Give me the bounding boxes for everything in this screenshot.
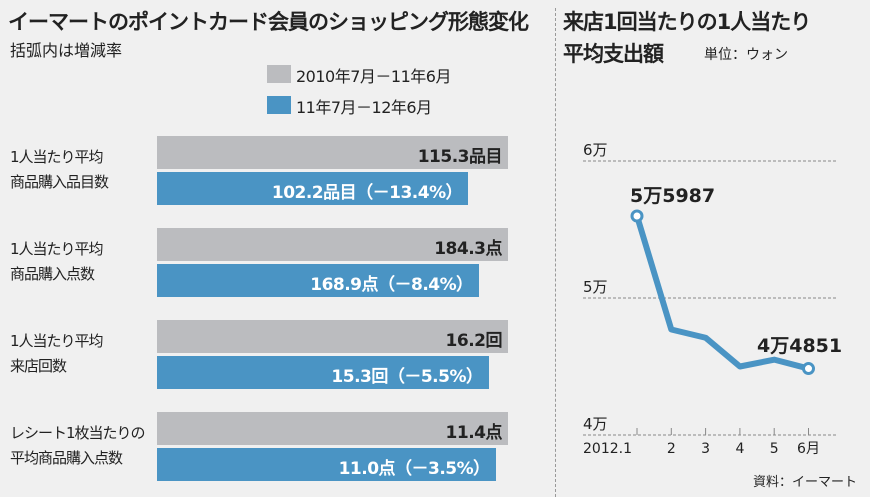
bar-2010-2011: 184.3点 xyxy=(157,228,508,261)
unit-label: 単位：ウォン xyxy=(704,47,788,63)
bar-value-label: 184.3点 xyxy=(434,239,502,259)
divider xyxy=(555,8,556,497)
bar-2010-2011: 16.2回 xyxy=(157,320,508,353)
category-label-line: レシート1枚当たりの xyxy=(10,424,146,442)
bar-value-label: 11.4点 xyxy=(445,423,503,443)
series-line xyxy=(634,215,810,372)
right-title-line1: 来店1回当たりの1人当たり xyxy=(563,10,811,34)
x-tick-label: 5 xyxy=(770,441,779,457)
bar-2011-2012: 102.2品目（－13.4%） xyxy=(157,172,469,205)
category-label-line: 1人当たり平均 xyxy=(10,240,104,258)
legend-swatch-blue xyxy=(267,96,291,114)
category-label-line: 平均商品購入点数 xyxy=(10,449,123,467)
bar-value-label: 15.3回（－5.5%） xyxy=(331,367,483,387)
data-point xyxy=(802,362,815,376)
left-title: イーマートのポイントカード会員のショッピング形態変化 xyxy=(8,10,529,34)
bar-value-label: 115.3品目 xyxy=(417,147,503,167)
category-label-line: 1人当たり平均 xyxy=(10,148,104,166)
category-label-line: 商品購入点数 xyxy=(10,265,95,283)
source-label: 資料：イーマート xyxy=(753,475,858,490)
legend-swatch-gray xyxy=(267,65,291,83)
x-tick-label: 4 xyxy=(735,441,744,457)
bar-2010-2011: 115.3品目 xyxy=(157,136,508,169)
category-label: 1人当たり平均 商品購入点数 xyxy=(10,237,104,287)
bar-2011-2012: 168.9点（－8.4%） xyxy=(157,264,479,297)
bar-2011-2012: 15.3回（－5.5%） xyxy=(157,356,489,389)
category-label: 1人当たり平均 来店回数 xyxy=(10,329,104,379)
data-point xyxy=(630,209,644,223)
x-tick-label: 3 xyxy=(701,441,710,457)
bar-2010-2011: 11.4点 xyxy=(157,412,508,445)
category-label: レシート1枚当たりの 平均商品購入点数 xyxy=(10,421,146,471)
legend-label-2: 11年7月－12年6月 xyxy=(296,98,432,117)
legend-label-1: 2010年7月－11年6月 xyxy=(296,67,451,86)
bar-value-label: 168.9点（－8.4%） xyxy=(310,275,473,295)
left-subtitle: 括弧内は増減率 xyxy=(10,41,123,60)
x-tick-label: 2 xyxy=(667,441,676,457)
annotation-end: 4万4851 xyxy=(757,335,842,357)
y-tick-label: 6万 xyxy=(583,141,608,159)
category-label-line: 来店回数 xyxy=(10,357,67,375)
y-tick-label: 5万 xyxy=(583,278,608,296)
x-tick-label: 6月 xyxy=(797,441,820,457)
category-label: 1人当たり平均 商品購入品目数 xyxy=(10,145,109,195)
bar-value-label: 102.2品目（－13.4%） xyxy=(271,183,463,203)
bar-value-label: 16.2回 xyxy=(445,331,503,351)
y-tick-label: 4万 xyxy=(583,415,608,433)
right-title-line2: 平均支出額 xyxy=(563,42,664,66)
category-label-line: 商品購入品目数 xyxy=(10,173,109,191)
bar-value-label: 11.0点（－3.5%） xyxy=(338,459,491,479)
category-label-line: 1人当たり平均 xyxy=(10,332,104,350)
bar-2011-2012: 11.0点（－3.5%） xyxy=(157,448,496,481)
annotation-start: 5万5987 xyxy=(630,185,715,207)
x-tick-label: 2012.1 xyxy=(583,441,632,457)
